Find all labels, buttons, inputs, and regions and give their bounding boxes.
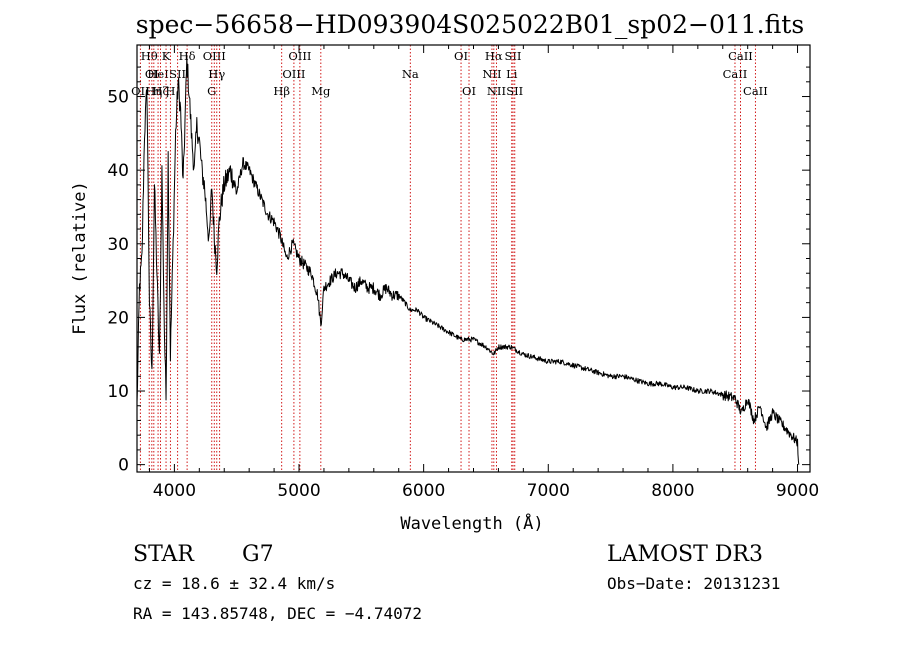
spectrum-line bbox=[136, 54, 800, 465]
x-tick-label: 6000 bbox=[402, 481, 445, 501]
y-tick-label: 0 bbox=[118, 456, 129, 476]
line-marker-label-19: OI bbox=[454, 49, 468, 63]
y-tick-label: 10 bbox=[107, 382, 129, 402]
y-axis-label: Flux (relative) bbox=[70, 181, 90, 335]
spectrum-series bbox=[136, 54, 800, 465]
y-tick-label: 40 bbox=[107, 161, 129, 181]
x-tick-label: 5000 bbox=[277, 481, 320, 501]
line-marker-label-28: CaII bbox=[728, 49, 753, 63]
redshift-text: cz = 18.6 ± 32.4 km/s bbox=[133, 574, 335, 593]
line-marker-label-20: OI bbox=[462, 84, 476, 98]
line-marker-label-8: SII bbox=[169, 67, 186, 81]
line-markers: OIIHθOIHηHeIHζKHSIIHδGOIIIHγHβOIIIOIIIMg… bbox=[131, 45, 768, 472]
chart-title: spec−56658−HD093904S025022B01_sp02−011.f… bbox=[136, 10, 804, 39]
line-marker-label-26: SII bbox=[506, 84, 523, 98]
subclass-label: G7 bbox=[242, 542, 274, 567]
line-marker-label-23: NII bbox=[487, 84, 506, 98]
line-marker-label-7: H bbox=[165, 84, 175, 98]
line-marker-label-29: CaII bbox=[743, 84, 768, 98]
x-tick-label: 8000 bbox=[651, 481, 694, 501]
obs-date-text: Obs−Date: 20131231 bbox=[607, 574, 780, 593]
line-marker-label-4: HeI bbox=[147, 67, 168, 81]
plot-frame bbox=[136, 44, 811, 473]
class-label: STAR bbox=[133, 542, 195, 567]
line-marker-label-14: Hβ bbox=[273, 84, 290, 98]
line-marker-label-5: Hζ bbox=[152, 84, 168, 98]
line-marker-label-25: SII bbox=[505, 49, 522, 63]
y-tick-label: 20 bbox=[107, 308, 129, 328]
x-tick-label: 4000 bbox=[153, 481, 196, 501]
line-marker-label-12: Hγ bbox=[208, 67, 225, 81]
line-marker-label-24: Li bbox=[506, 67, 518, 81]
line-marker-label-21: NII bbox=[482, 67, 501, 81]
survey-label: LAMOST DR3 bbox=[607, 542, 763, 567]
line-marker-label-18: Na bbox=[402, 67, 419, 81]
y-axis-ticks: 0 10 20 30 40 50 bbox=[107, 66, 810, 476]
x-tick-label: 9000 bbox=[776, 481, 819, 501]
x-tick-label: 7000 bbox=[527, 481, 570, 501]
line-marker-label-27: CaII bbox=[723, 67, 748, 81]
line-marker-label-11: OIII bbox=[203, 49, 226, 63]
line-marker-label-1: Hθ bbox=[141, 49, 158, 63]
line-marker-label-15: OIII bbox=[282, 67, 305, 81]
line-marker-label-2: OI bbox=[145, 67, 159, 81]
line-marker-label-16: OIII bbox=[288, 49, 311, 63]
x-axis-label: Wavelength (Å) bbox=[400, 512, 543, 534]
line-marker-label-6: K bbox=[162, 49, 171, 63]
y-tick-label: 30 bbox=[107, 235, 129, 255]
line-marker-label-22: Hα bbox=[485, 49, 503, 63]
radec-text: RA = 143.85748, DEC = −4.74072 bbox=[133, 604, 422, 623]
line-marker-label-0: OII bbox=[131, 84, 150, 98]
x-axis-ticks: 4000 5000 6000 7000 8000 9000 bbox=[148, 45, 819, 501]
y-tick-label: 50 bbox=[107, 88, 129, 108]
line-marker-label-17: Mg bbox=[311, 84, 331, 98]
line-marker-label-10: G bbox=[207, 84, 216, 98]
